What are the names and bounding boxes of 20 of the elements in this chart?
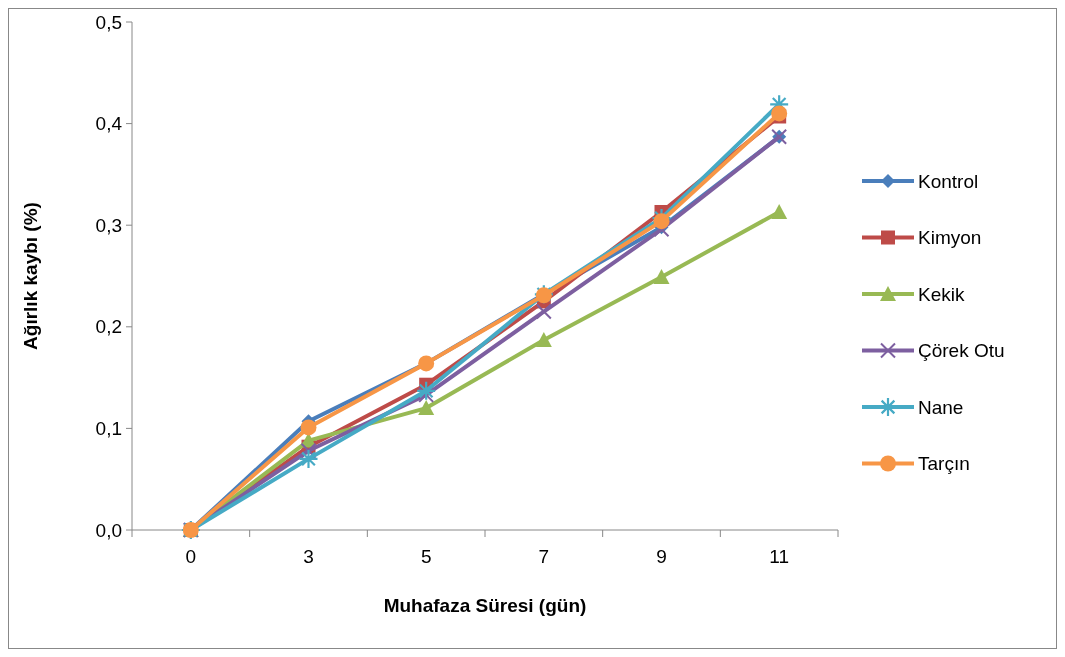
legend-label: Nane	[918, 396, 964, 418]
x-axis-title: Muhafaza Süresi (gün)	[383, 595, 587, 616]
x-tick-label: 9	[656, 546, 667, 567]
legend-label: Tarçın	[918, 453, 970, 475]
y-tick-label: 0,3	[95, 214, 122, 236]
x-tick-label: 0	[185, 546, 197, 567]
legend-label: Kontrol	[918, 170, 979, 192]
legend-label: Kimyon	[918, 227, 982, 249]
y-tick-label: 0,1	[95, 418, 122, 440]
y-axis-title: Ağırlık kaybı (%)	[20, 202, 41, 350]
y-tick-label: 0,0	[95, 519, 122, 541]
y-tick-label: 0,2	[95, 316, 122, 338]
x-tick-label: 7	[538, 546, 550, 567]
x-tick-label: 5	[420, 546, 432, 567]
x-tick-label: 11	[769, 546, 790, 567]
legend-label: Kekik	[918, 283, 965, 305]
legend-label: Çörek Otu	[918, 340, 1005, 362]
y-tick-label: 0,5	[95, 11, 122, 33]
y-tick-label: 0,4	[95, 113, 123, 135]
x-tick-label: 3	[303, 546, 314, 567]
